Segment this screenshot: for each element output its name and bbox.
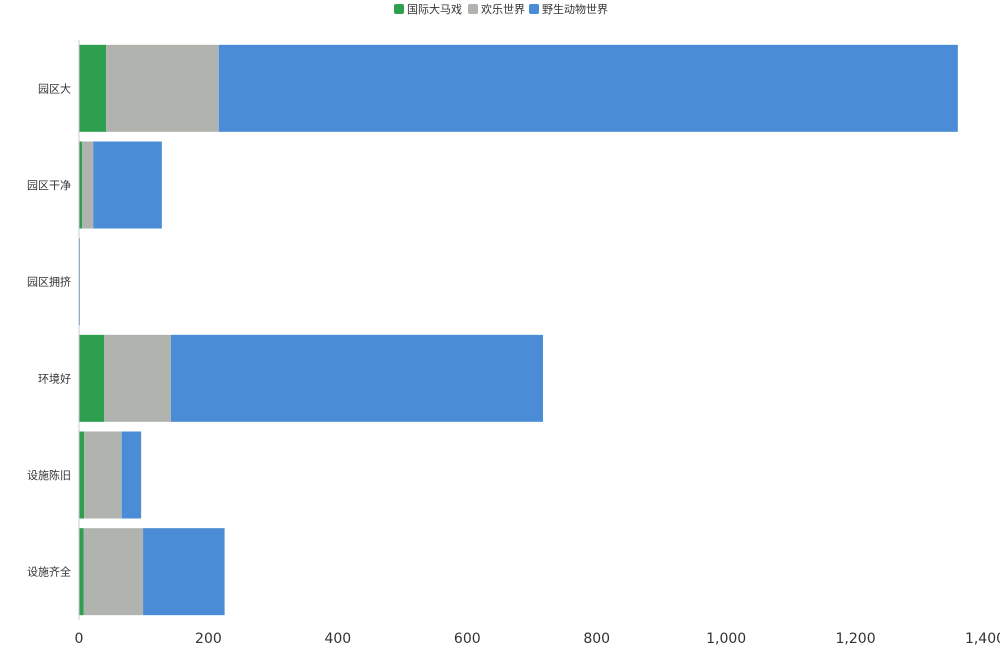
x-tick-label: 400 [324, 631, 351, 647]
x-tick-label: 200 [195, 631, 222, 647]
bar-segment[interactable] [106, 44, 219, 132]
legend-swatch [529, 4, 539, 14]
legend-item[interactable]: 野生动物世界 [529, 2, 608, 16]
bar-segment[interactable] [79, 334, 105, 422]
bar-segment[interactable] [121, 431, 142, 519]
category-label: 环境好 [38, 371, 71, 385]
bars [79, 44, 958, 616]
x-tick-label: 800 [583, 631, 610, 647]
bar-segment[interactable] [83, 528, 144, 616]
category-label: 园区干净 [27, 178, 71, 192]
legend-swatch [468, 4, 478, 14]
bar-segment[interactable] [84, 431, 122, 519]
bar-segment[interactable] [79, 44, 107, 132]
legend-item[interactable]: 国际大马戏 [394, 2, 462, 16]
legend: 国际大马戏 欢乐世界 野生动物世界 [394, 2, 608, 16]
legend-label: 野生动物世界 [542, 2, 608, 16]
legend-item[interactable]: 欢乐世界 [468, 2, 525, 16]
legend-swatch [394, 4, 404, 14]
bar-segment[interactable] [79, 431, 85, 519]
bar-segment[interactable] [218, 44, 958, 132]
x-tick-label: 0 [75, 631, 84, 647]
category-label: 设施陈旧 [27, 468, 71, 482]
x-tick-label: 1,400 [965, 631, 1000, 647]
bar-segment[interactable] [82, 141, 94, 229]
bar-segment[interactable] [170, 334, 544, 422]
category-label: 园区拥挤 [27, 275, 71, 289]
bar-segment[interactable] [143, 528, 225, 616]
bar-segment[interactable] [93, 141, 162, 229]
bar-segment[interactable] [79, 528, 84, 616]
bar-segment[interactable] [104, 334, 171, 422]
bar-segment[interactable] [79, 141, 83, 229]
category-label: 园区大 [38, 81, 71, 95]
x-axis-ticks: 0 200 400 600 800 1,000 1,200 1,400 [75, 631, 1000, 647]
category-label: 设施齐全 [27, 565, 71, 579]
x-tick-label: 1,200 [836, 631, 876, 647]
x-tick-label: 1,000 [706, 631, 746, 647]
x-tick-label: 600 [454, 631, 481, 647]
legend-label: 国际大马戏 [407, 2, 462, 16]
legend-label: 欢乐世界 [481, 2, 525, 16]
